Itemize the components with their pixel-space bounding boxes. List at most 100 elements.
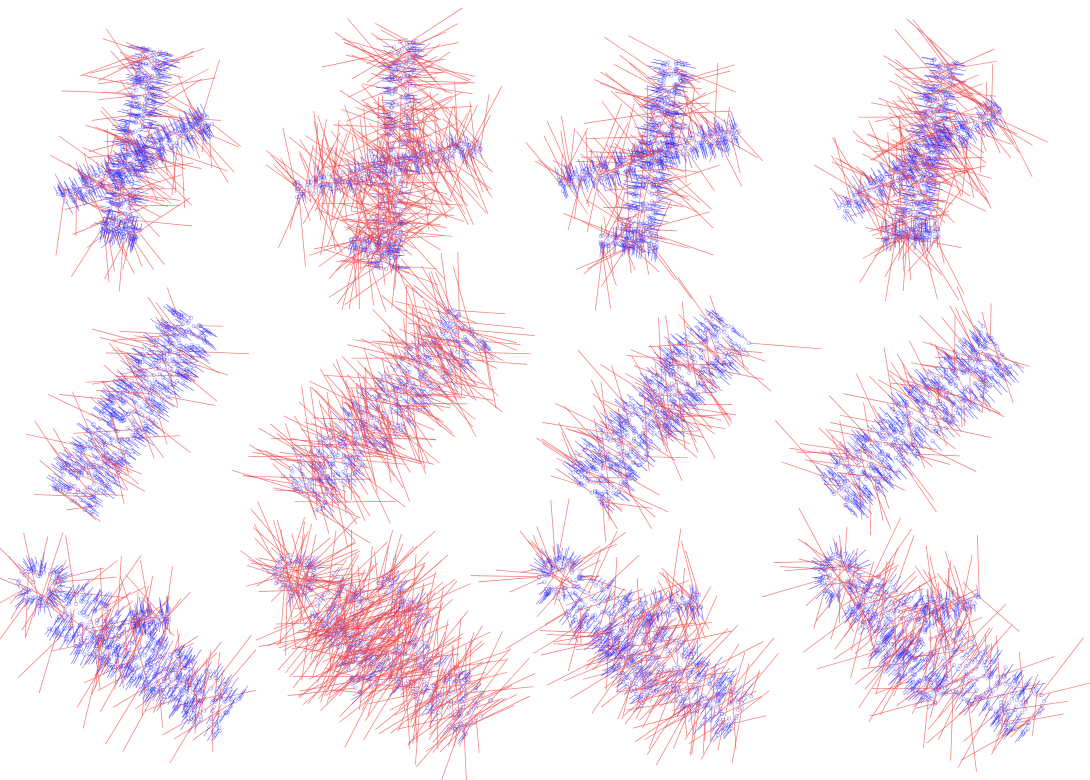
correct-normal-vector [670, 153, 676, 166]
incorrect-normal-vector [652, 139, 695, 153]
incorrect-normal-vector [891, 119, 927, 131]
incorrect-normal-vector [71, 229, 102, 277]
incorrect-normal-vector [351, 178, 382, 198]
correct-normal-vector [130, 197, 141, 201]
incorrect-normal-vector [354, 158, 357, 178]
correct-normal-vector [586, 166, 590, 175]
correct-normal-vector [412, 43, 425, 45]
incorrect-normal-vector [651, 201, 684, 208]
correct-normal-vector [104, 162, 110, 172]
correct-normal-vector [579, 179, 584, 190]
surface-point [907, 171, 913, 176]
surface-point [840, 202, 845, 208]
surface-point [571, 182, 576, 187]
incorrect-normal-vector [356, 182, 408, 227]
incorrect-normal-vector [303, 144, 314, 196]
correct-normal-vector [938, 121, 946, 124]
correct-normal-vector [162, 123, 169, 136]
incorrect-normal-vector [365, 239, 374, 306]
correct-normal-vector [150, 133, 157, 144]
incorrect-normal-vector [336, 128, 352, 173]
surface-point [923, 117, 928, 122]
surface-point [662, 96, 667, 101]
incorrect-normal-vector [136, 173, 172, 199]
correct-normal-vector [437, 142, 440, 150]
surface-point [391, 152, 396, 157]
incorrect-normal-vector [664, 167, 700, 173]
correct-normal-vector [649, 138, 655, 153]
correct-normal-vector [917, 212, 927, 215]
surface-point [731, 130, 736, 135]
correct-normal-vector [900, 198, 914, 202]
correct-normal-vector [130, 106, 139, 109]
surface-point [579, 169, 585, 174]
correct-normal-vector [108, 162, 120, 165]
correct-normal-vector [583, 168, 587, 176]
correct-normal-vector [366, 221, 380, 224]
correct-normal-vector [57, 186, 65, 198]
incorrect-normal-vector [578, 181, 590, 207]
incorrect-normal-vector [320, 189, 332, 255]
incorrect-normal-vector [729, 129, 741, 174]
correct-normal-vector [683, 153, 687, 163]
correct-normal-vector [454, 136, 458, 148]
correct-normal-vector [157, 54, 165, 57]
correct-normal-vector [87, 191, 95, 203]
surface-point [923, 189, 928, 194]
incorrect-normal-vector [394, 256, 398, 290]
correct-normal-vector [929, 66, 941, 69]
correct-normal-vector [660, 158, 665, 171]
incorrect-normal-vector [297, 182, 329, 214]
correct-normal-vector [119, 155, 125, 165]
correct-normal-vector [115, 144, 123, 147]
incorrect-normal-vector [568, 128, 575, 182]
surface-point [404, 103, 409, 108]
incorrect-normal-vector [350, 215, 379, 240]
correct-normal-vector [153, 130, 161, 144]
incorrect-normal-vector [361, 99, 403, 141]
surface-point [383, 167, 388, 172]
correct-normal-vector [151, 80, 166, 85]
incorrect-normal-vector [400, 200, 439, 232]
incorrect-normal-vector [161, 148, 228, 172]
correct-normal-vector [124, 102, 132, 105]
correct-normal-vector [99, 231, 103, 243]
correct-normal-vector [159, 148, 164, 157]
correct-normal-vector [163, 63, 177, 68]
incorrect-normal-vector [317, 115, 340, 178]
surface-point [913, 216, 918, 221]
correct-normal-vector [130, 203, 139, 206]
correct-normal-vector [562, 190, 566, 199]
correct-normal-vector [176, 122, 183, 134]
correct-normal-vector [164, 122, 171, 134]
correct-normal-vector [113, 231, 118, 245]
incorrect-normal-vector [641, 238, 650, 275]
surface-point [83, 192, 88, 198]
incorrect-normal-vector [934, 109, 996, 122]
incorrect-normal-vector [309, 233, 377, 256]
incorrect-normal-vector [931, 121, 959, 162]
correct-normal-vector [128, 196, 141, 200]
surface-point [135, 234, 140, 239]
correct-normal-vector [119, 148, 126, 159]
incorrect-normal-vector [101, 91, 146, 97]
incorrect-normal-vector [616, 212, 638, 238]
correct-normal-vector [122, 171, 127, 178]
incorrect-normal-vector [69, 195, 97, 208]
surface-point [396, 49, 401, 54]
correct-normal-vector [640, 125, 653, 129]
correct-normal-vector [647, 99, 658, 103]
correct-normal-vector [629, 224, 631, 238]
incorrect-normal-vector [594, 246, 604, 311]
incorrect-normal-vector [122, 237, 131, 270]
surface-point [155, 53, 160, 58]
incorrect-normal-vector [368, 122, 390, 145]
correct-normal-vector [675, 111, 685, 115]
surface-point [975, 123, 980, 128]
surface-point [389, 105, 394, 110]
surface-point [972, 125, 977, 130]
incorrect-normal-vector [376, 171, 396, 203]
correct-normal-vector [651, 194, 660, 197]
incorrect-normal-vector [115, 175, 137, 205]
surface-point [672, 154, 677, 159]
